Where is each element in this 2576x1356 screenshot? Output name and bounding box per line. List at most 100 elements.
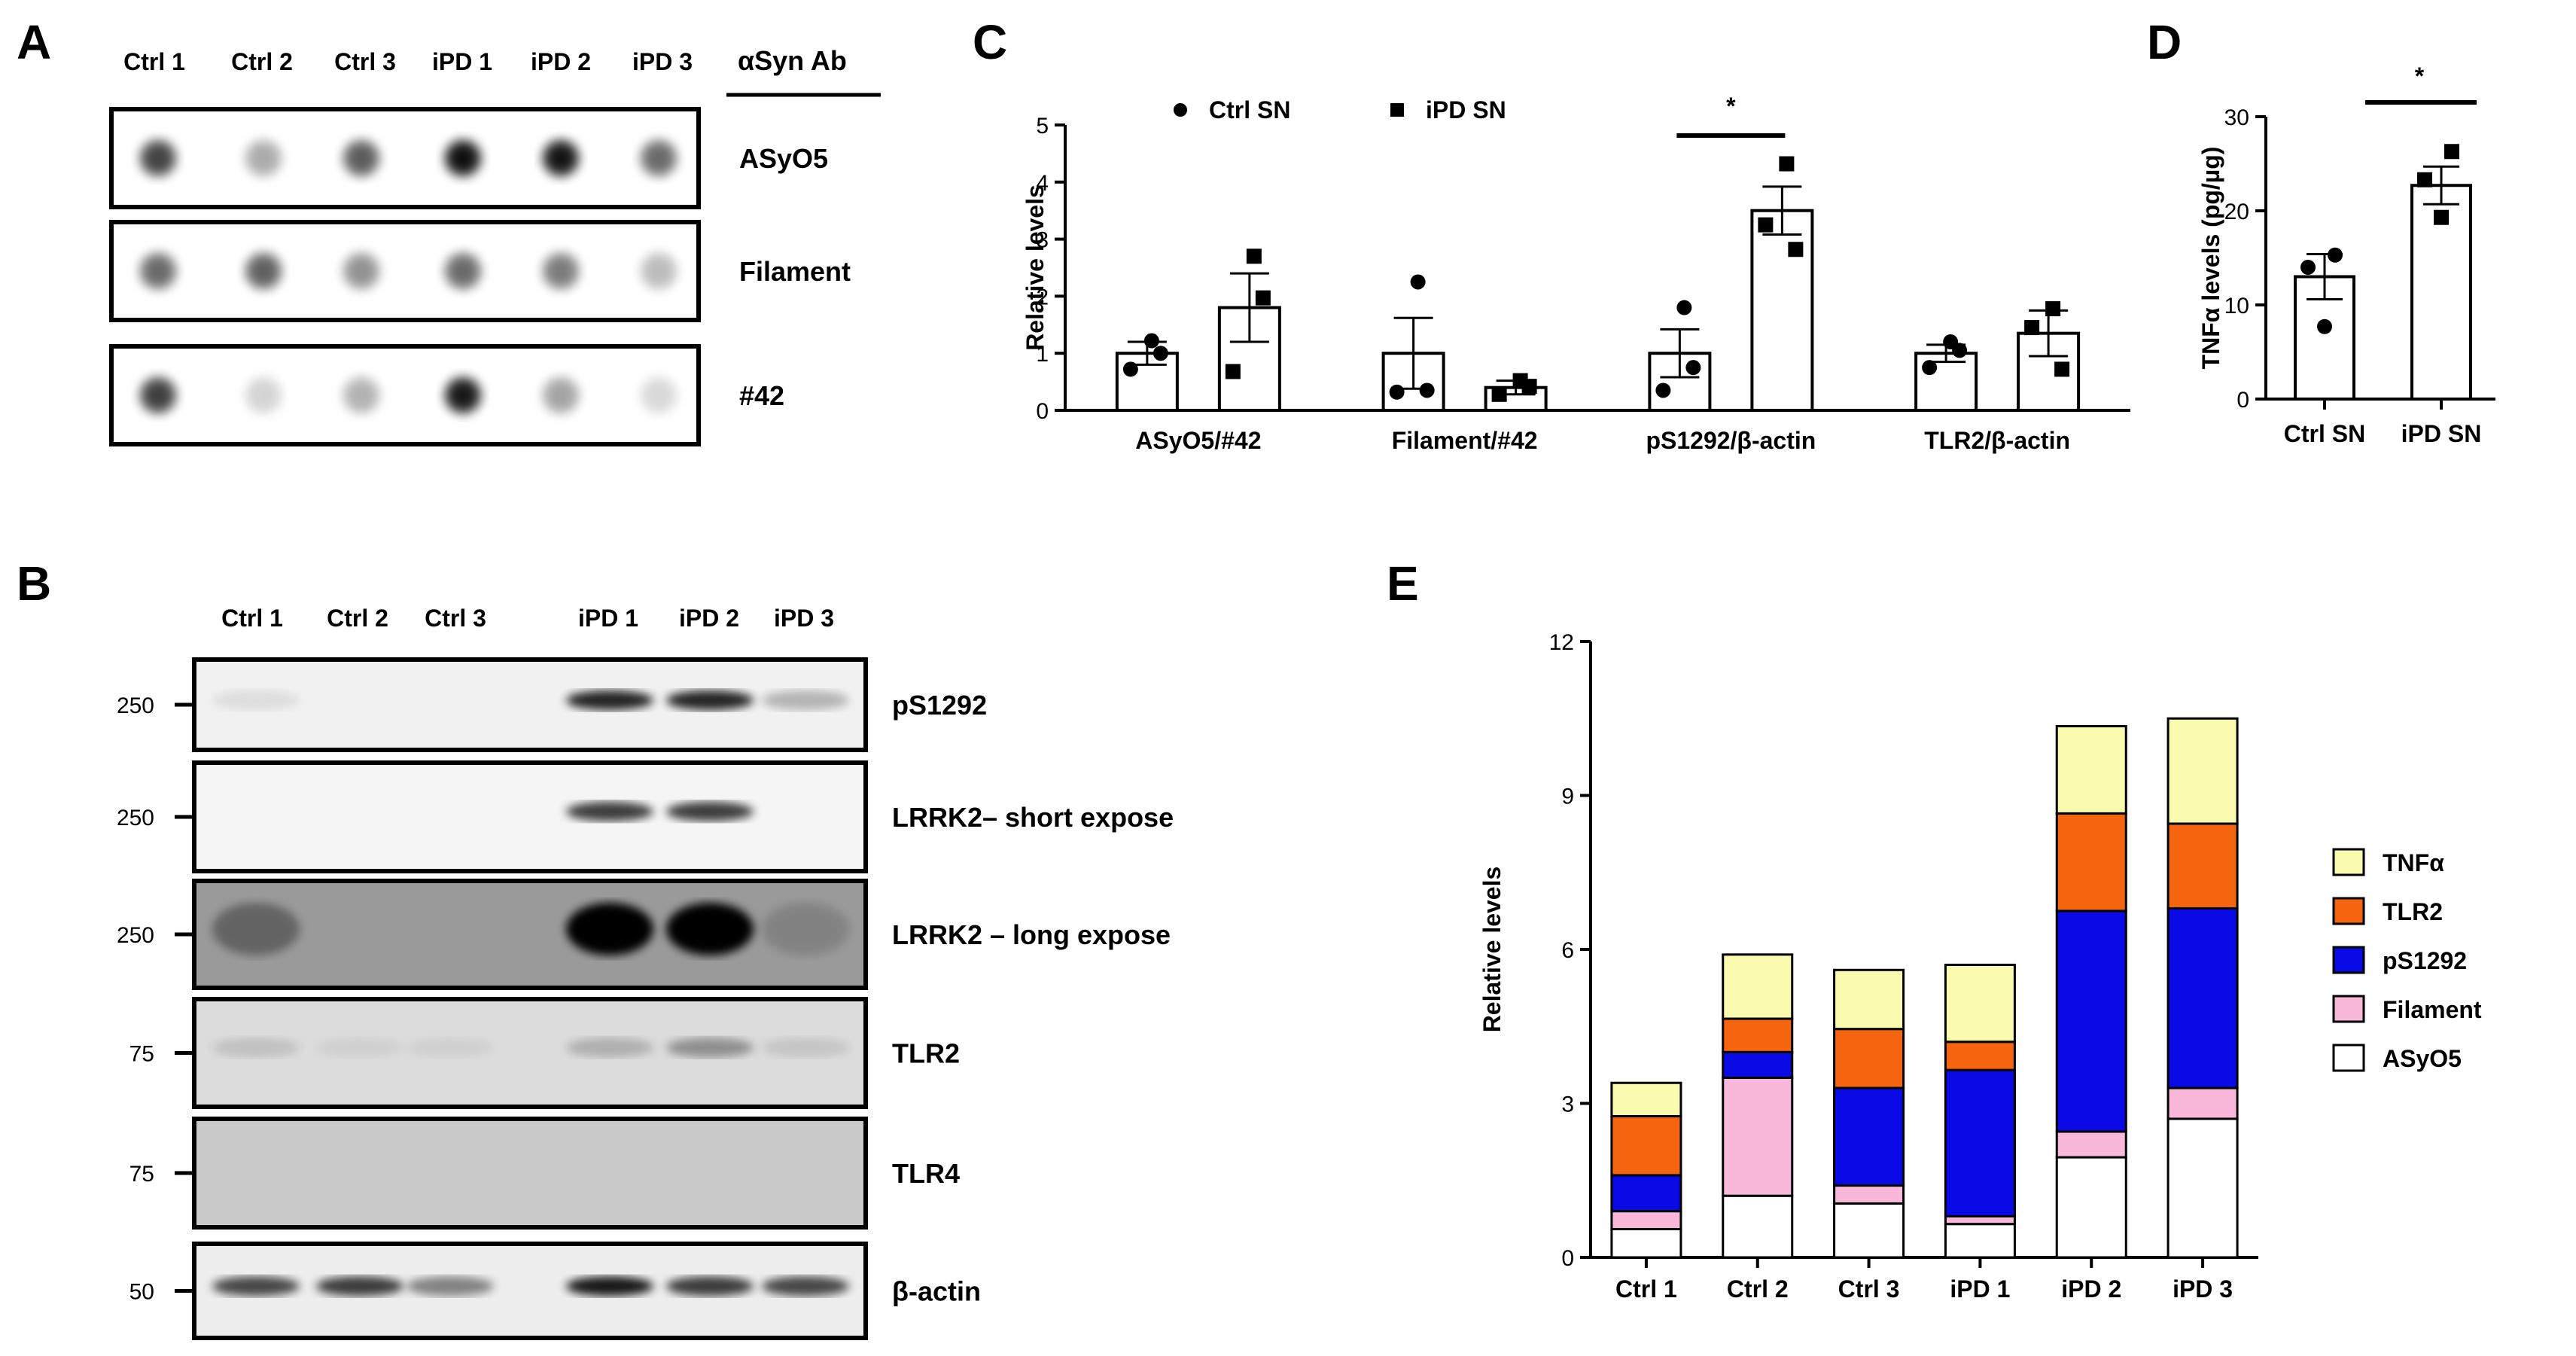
category-label: Ctrl 1 xyxy=(1615,1275,1677,1303)
blot-row: Filament xyxy=(109,220,851,322)
blot-antibody-label: Filament xyxy=(739,256,851,287)
stacked-segment xyxy=(1610,1210,1682,1231)
lane-label: Ctrl 2 xyxy=(231,48,293,75)
stacked-segment xyxy=(1722,1076,1794,1197)
marker-value: 75 xyxy=(129,1162,154,1187)
data-point xyxy=(1255,290,1271,306)
y-tick-label: 30 xyxy=(2224,105,2249,130)
data-point xyxy=(2444,144,2459,160)
y-tick-label: 9 xyxy=(1561,785,1574,809)
dot-spot xyxy=(538,248,583,294)
data-point xyxy=(1922,360,1938,376)
y-tick-label: 1 xyxy=(1036,342,1049,367)
panel-a-dot-blot: A Ctrl 1 Ctrl 2 Ctrl 3 iPD 1 iPD 2 iPD 3 αSyn… xyxy=(17,15,881,446)
stacked-segment xyxy=(2055,1130,2127,1159)
lane-label: iPD 1 xyxy=(578,605,638,632)
stacked-segment xyxy=(2166,907,2239,1089)
stacked-segment xyxy=(1610,1081,1682,1118)
marker-value: 50 xyxy=(129,1280,154,1305)
data-point xyxy=(1952,343,1968,358)
marker-value: 250 xyxy=(117,923,154,948)
lane-label: Ctrl 1 xyxy=(123,48,185,75)
dot-spot xyxy=(135,248,181,294)
data-point xyxy=(1685,360,1701,376)
blot-frame xyxy=(192,1242,868,1340)
marker-value: 75 xyxy=(129,1042,154,1067)
blot-label: TLR2 xyxy=(892,1038,960,1069)
panel-d-letter: D xyxy=(2147,15,2182,69)
dot-spot xyxy=(241,248,286,294)
stacked-segment xyxy=(1722,1194,1794,1259)
protein-band xyxy=(212,902,300,955)
protein-band xyxy=(566,801,653,821)
y-tick-label: 0 xyxy=(2236,388,2249,413)
legend-swatch xyxy=(2332,897,2365,925)
dot-spot xyxy=(636,248,681,294)
dot-spot xyxy=(636,373,681,418)
legend-label: pS1292 xyxy=(2383,947,2467,974)
blot-frame xyxy=(109,107,701,209)
panel-a-antibody-header: αSyn Ab xyxy=(738,45,847,76)
stacked-segment xyxy=(1833,1184,1905,1205)
lane-label: iPD 1 xyxy=(432,48,492,75)
blot-strip: 250 LRRK2– short expose xyxy=(117,760,1174,873)
data-point xyxy=(2328,247,2343,263)
lane-label: iPD 2 xyxy=(679,605,739,632)
lane-label: iPD 2 xyxy=(531,48,591,75)
protein-band xyxy=(762,1038,849,1058)
protein-band xyxy=(666,1038,754,1058)
data-point xyxy=(1225,364,1241,379)
panel-a-blot-rows: ASyO5 Filament #42 xyxy=(109,107,851,446)
y-axis-label: Relative levels xyxy=(1478,867,1506,1033)
blot-frame xyxy=(192,760,868,873)
data-point xyxy=(1410,274,1426,290)
legend-swatch xyxy=(2332,1044,2365,1072)
stacked-segment xyxy=(1610,1115,1682,1177)
category-label: iPD 3 xyxy=(2173,1275,2233,1303)
protein-band xyxy=(212,690,300,710)
data-point xyxy=(2317,318,2332,334)
stacked-segment xyxy=(2055,812,2127,913)
protein-band xyxy=(762,902,849,955)
dot-spot xyxy=(339,136,384,181)
stacked-segment xyxy=(1944,1041,2016,1071)
stacked-segment xyxy=(1944,963,2016,1044)
dot-spot xyxy=(241,373,286,418)
blot-label: TLR4 xyxy=(892,1158,960,1189)
lane-label: iPD 3 xyxy=(632,48,693,75)
dot-spot xyxy=(538,136,583,181)
data-point xyxy=(2045,301,2061,317)
blot-antibody-label: #42 xyxy=(739,380,784,411)
y-axis-label: TNFα levels (pg/µg) xyxy=(2197,147,2224,370)
stacked-segment xyxy=(1944,1223,2016,1259)
protein-band xyxy=(762,690,849,710)
category-label: TLR2/β-actin xyxy=(1924,427,2070,454)
category-label: Ctrl 3 xyxy=(1838,1275,1900,1303)
category-label: iPD SN xyxy=(2401,420,2482,447)
panel-b-lane-labels: Ctrl 1 Ctrl 2 Ctrl 3 iPD 1 iPD 2 iPD 3 xyxy=(221,605,834,632)
blot-strip: 50 β-actin xyxy=(129,1242,981,1340)
data-point xyxy=(1143,333,1159,349)
legend-label: Filament xyxy=(2383,996,2482,1023)
blot-row: ASyO5 xyxy=(109,107,828,209)
dot-spot xyxy=(538,373,583,418)
panel-e-legend: TNFα TLR2 pS1292 Filament ASyO5 xyxy=(2332,848,2482,1072)
blot-frame xyxy=(192,657,868,752)
stacked-segment xyxy=(1722,953,1794,1020)
dot-spot xyxy=(241,136,286,181)
dot-spot xyxy=(135,373,181,418)
data-point xyxy=(1788,242,1804,257)
stacked-segment xyxy=(2166,717,2239,825)
lane-label: Ctrl 1 xyxy=(221,605,283,632)
panel-c-plot: 0 1 2 3 4 5 Relative levels ASyO5/#42 Filament/#… xyxy=(1022,93,2130,454)
data-point xyxy=(1153,346,1168,361)
legend-label: iPD SN xyxy=(1426,96,1506,123)
panel-a-letter: A xyxy=(17,15,51,69)
stacked-segment xyxy=(1833,968,1905,1031)
significance-label: * xyxy=(2415,62,2425,90)
blot-row: #42 xyxy=(109,344,784,446)
blot-frame xyxy=(109,220,701,322)
significance-label: * xyxy=(1726,93,1736,120)
